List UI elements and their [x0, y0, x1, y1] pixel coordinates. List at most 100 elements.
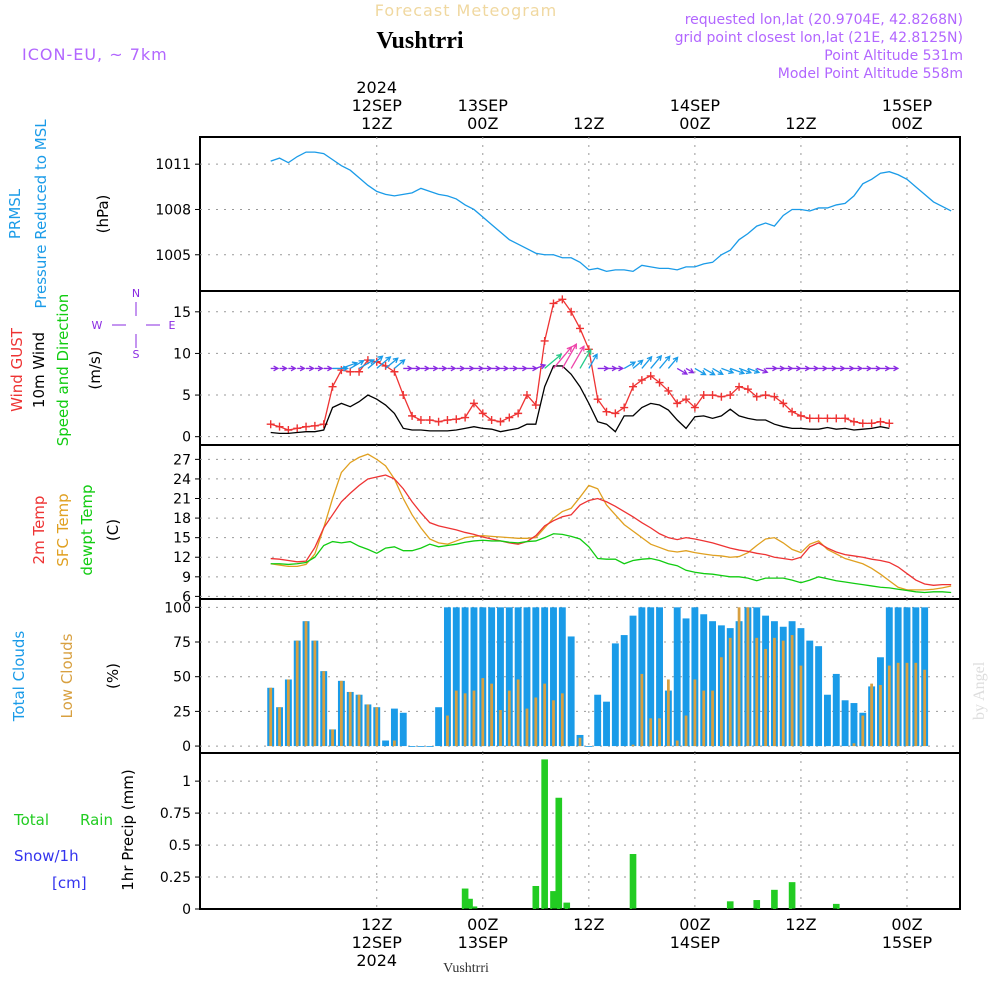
gust-marker	[885, 419, 894, 428]
wind-direction-arrow	[570, 345, 585, 369]
wind-direction-arrow	[500, 365, 510, 372]
wind-direction-arrow	[526, 365, 539, 372]
total-cloud-bar	[461, 607, 469, 747]
gust-marker	[673, 399, 682, 408]
total-cloud-bar	[532, 607, 540, 747]
clouds-label-low: Low Clouds	[58, 633, 76, 718]
total-cloud-bar	[585, 746, 593, 747]
bottom-time-label: 13SEP	[458, 933, 509, 952]
gust-marker	[434, 417, 443, 426]
wind-direction-arrow	[544, 353, 563, 369]
wind-direction-arrow	[297, 365, 306, 372]
low-cloud-bar	[578, 737, 582, 747]
total-cloud-bar	[656, 607, 663, 747]
gust-marker	[690, 403, 699, 412]
rain-bar	[563, 902, 571, 909]
chart-subtitle: Forecast Meteogram	[375, 1, 557, 20]
gust-marker	[461, 413, 470, 422]
temp-ytick-label: 12	[173, 550, 191, 566]
gust-marker	[876, 417, 885, 426]
wind-direction-arrow	[632, 359, 644, 369]
total-cloud-bar	[390, 708, 398, 747]
low-cloud-bar	[675, 740, 679, 747]
temp-label-sfc: SFC Temp	[54, 493, 72, 566]
total-cloud-bar	[647, 607, 655, 747]
gust-marker	[814, 414, 823, 423]
gust-marker	[726, 391, 735, 400]
wind-direction-arrow	[606, 365, 618, 372]
low-cloud-bar	[516, 679, 520, 747]
total-cloud-bar	[417, 746, 425, 747]
wind-direction-arrow	[641, 355, 653, 369]
low-cloud-bar	[790, 635, 794, 747]
low-cloud-bar	[286, 679, 290, 747]
total-cloud-bar	[470, 607, 478, 747]
temp-ytick-label: 18	[173, 511, 191, 527]
wind-ytick-label: 0	[182, 430, 191, 446]
gust-marker	[664, 386, 673, 395]
gust-marker	[602, 407, 611, 416]
total-cloud-bar	[443, 607, 451, 747]
compass-s: S	[133, 348, 140, 361]
gust-marker	[629, 382, 638, 391]
low-cloud-bar	[269, 687, 273, 747]
gridpoint-coords: grid point closest lon,lat (21E, 42.8125…	[675, 30, 963, 46]
bottom-time-label: 00Z	[467, 915, 498, 934]
wind-direction-arrow	[385, 357, 399, 369]
low-cloud-bar	[490, 683, 494, 747]
wind-direction-arrow	[685, 367, 695, 374]
gust-marker	[284, 426, 293, 435]
low-cloud-bar	[728, 637, 732, 747]
wind-direction-arrow	[456, 365, 466, 372]
wind-line	[270, 365, 890, 434]
wind-direction-arrow	[827, 365, 838, 372]
rain-bar	[541, 759, 548, 909]
low-cloud-bar	[631, 744, 635, 747]
top-time-label: 12SEP	[352, 96, 403, 115]
model-label: ICON-EU, ~ 7km	[22, 45, 168, 64]
low-cloud-bar	[348, 691, 352, 747]
total-cloud-bar	[594, 694, 602, 747]
low-cloud-bar	[534, 697, 538, 747]
gust-marker	[302, 422, 311, 431]
temp2m-line	[270, 474, 952, 586]
low-cloud-bar	[481, 678, 485, 747]
wind-direction-arrow	[412, 365, 422, 372]
temp-ytick-label: 15	[173, 531, 191, 547]
gust-marker	[478, 409, 487, 418]
pressure-label-prmsl: PRMSL	[6, 188, 24, 239]
total-cloud-bar	[832, 673, 840, 747]
wind-ytick-label: 5	[182, 388, 191, 404]
total-cloud-bar	[479, 607, 487, 747]
gust-marker	[699, 391, 708, 400]
wind-direction-arrow	[306, 365, 315, 372]
wind-direction-arrow	[535, 363, 547, 370]
total-cloud-bar	[611, 643, 619, 747]
total-cloud-bar	[408, 746, 416, 747]
top-time-label: 14SEP	[670, 96, 721, 115]
wind-direction-arrow	[694, 367, 707, 376]
total-cloud-bar	[382, 740, 390, 747]
total-cloud-bar	[841, 700, 849, 747]
gust-marker	[505, 413, 514, 422]
pressure-frame	[199, 136, 961, 292]
gust-marker	[346, 367, 355, 376]
bottom-time-label: 15SEP	[882, 933, 933, 952]
gust-marker	[558, 295, 567, 304]
compass-rose	[112, 302, 160, 348]
low-cloud-bar	[357, 694, 361, 747]
wind-direction-arrow	[323, 365, 334, 372]
low-cloud-bar	[720, 657, 723, 747]
bottom-time-label: 00Z	[891, 915, 922, 934]
total-cloud-bar	[399, 712, 407, 747]
wind-label-10m: 10m Wind	[30, 332, 48, 408]
wind-direction-arrow	[561, 342, 578, 369]
temp-label-dewpt: dewpt Temp	[78, 484, 96, 575]
total-cloud-bar	[700, 614, 708, 747]
compass-e: E	[169, 319, 176, 332]
wind-direction-arrow	[650, 354, 663, 369]
wind-ytick-label: 15	[173, 305, 191, 321]
wind-direction-arrow	[792, 365, 803, 372]
clouds-ytick-label: 100	[164, 600, 191, 616]
rain-bar	[771, 889, 778, 909]
